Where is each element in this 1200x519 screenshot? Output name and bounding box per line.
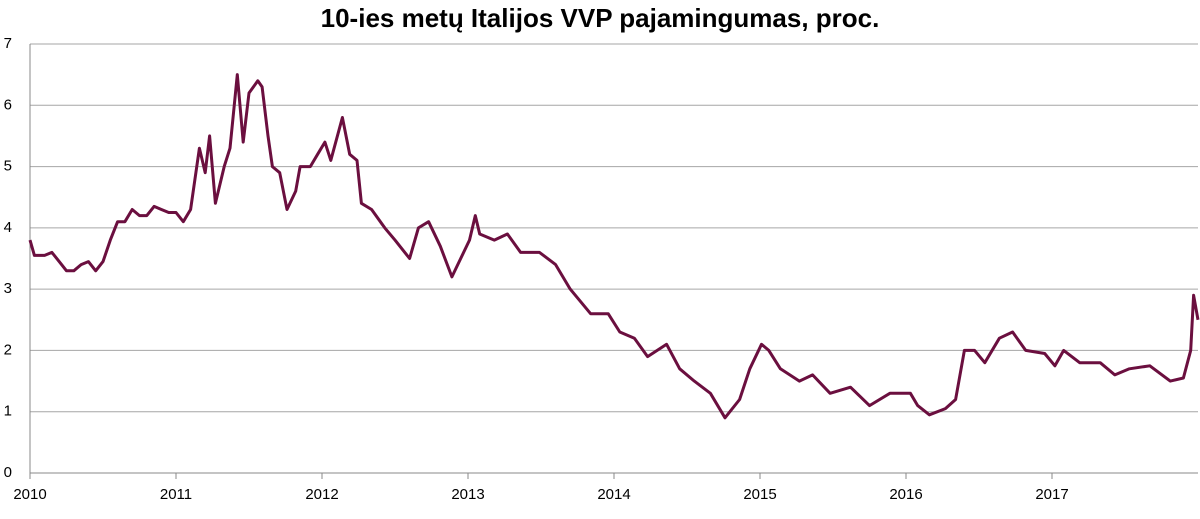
x-tick-label: 2016: [889, 486, 922, 503]
x-tick-label: 2017: [1035, 486, 1068, 503]
line: [28, 73, 1200, 420]
x-tick-label: 2014: [597, 486, 630, 503]
chart-title: 10-ies metų Italijos VVP pajamingumas, p…: [321, 3, 880, 33]
y-tick-label: 7: [4, 35, 12, 52]
y-tick-label: 0: [4, 464, 12, 481]
x-tick-label: 2015: [743, 486, 776, 503]
x-tick-label: 2010: [13, 486, 46, 503]
x-tick-label: 2012: [305, 486, 338, 503]
y-tick-label: 4: [4, 219, 12, 236]
y-tick-label: 3: [4, 280, 12, 297]
y-tick-label: 2: [4, 341, 12, 358]
x-tick-label: 2011: [160, 486, 192, 503]
y-tick-label: 6: [4, 96, 12, 113]
x-tick-label: 2013: [451, 486, 484, 503]
y-tick-label: 5: [4, 158, 12, 175]
y-tick-label: 1: [4, 403, 12, 420]
